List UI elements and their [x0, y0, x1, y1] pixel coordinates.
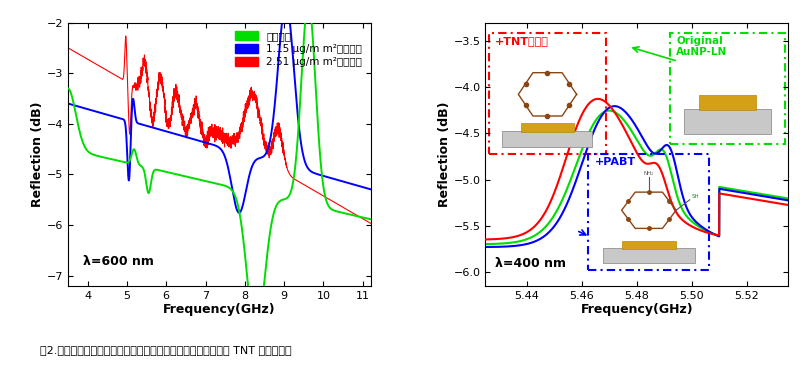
Text: +TNT爆炸物: +TNT爆炸物	[494, 36, 549, 46]
Text: λ=400 nm: λ=400 nm	[494, 257, 566, 270]
Y-axis label: Reflection (dB): Reflection (dB)	[31, 102, 44, 207]
Text: λ=600 nm: λ=600 nm	[83, 255, 154, 268]
Bar	[670, 33, 785, 144]
Bar	[588, 154, 710, 270]
Text: Original
AuNP-LN: Original AuNP-LN	[676, 36, 727, 57]
Text: +PABT: +PABT	[594, 157, 635, 167]
X-axis label: Frequency(GHz): Frequency(GHz)	[163, 303, 275, 316]
Y-axis label: Reflection (dB): Reflection (dB)	[438, 102, 450, 207]
X-axis label: Frequency(GHz): Frequency(GHz)	[581, 303, 693, 316]
Legend: 初始状态, 1.15 μg/m m²质量负载, 2.51 μg/m m²质量负载: 初始状态, 1.15 μg/m m²质量负载, 2.51 μg/m m²质量负载	[232, 28, 366, 70]
Text: 图2.基于超高频声表面波器件电极质量负载效应的微质量探测和 TNT 超灵敏测测: 图2.基于超高频声表面波器件电极质量负载效应的微质量探测和 TNT 超灵敏测测	[40, 345, 292, 355]
Bar	[489, 33, 606, 154]
